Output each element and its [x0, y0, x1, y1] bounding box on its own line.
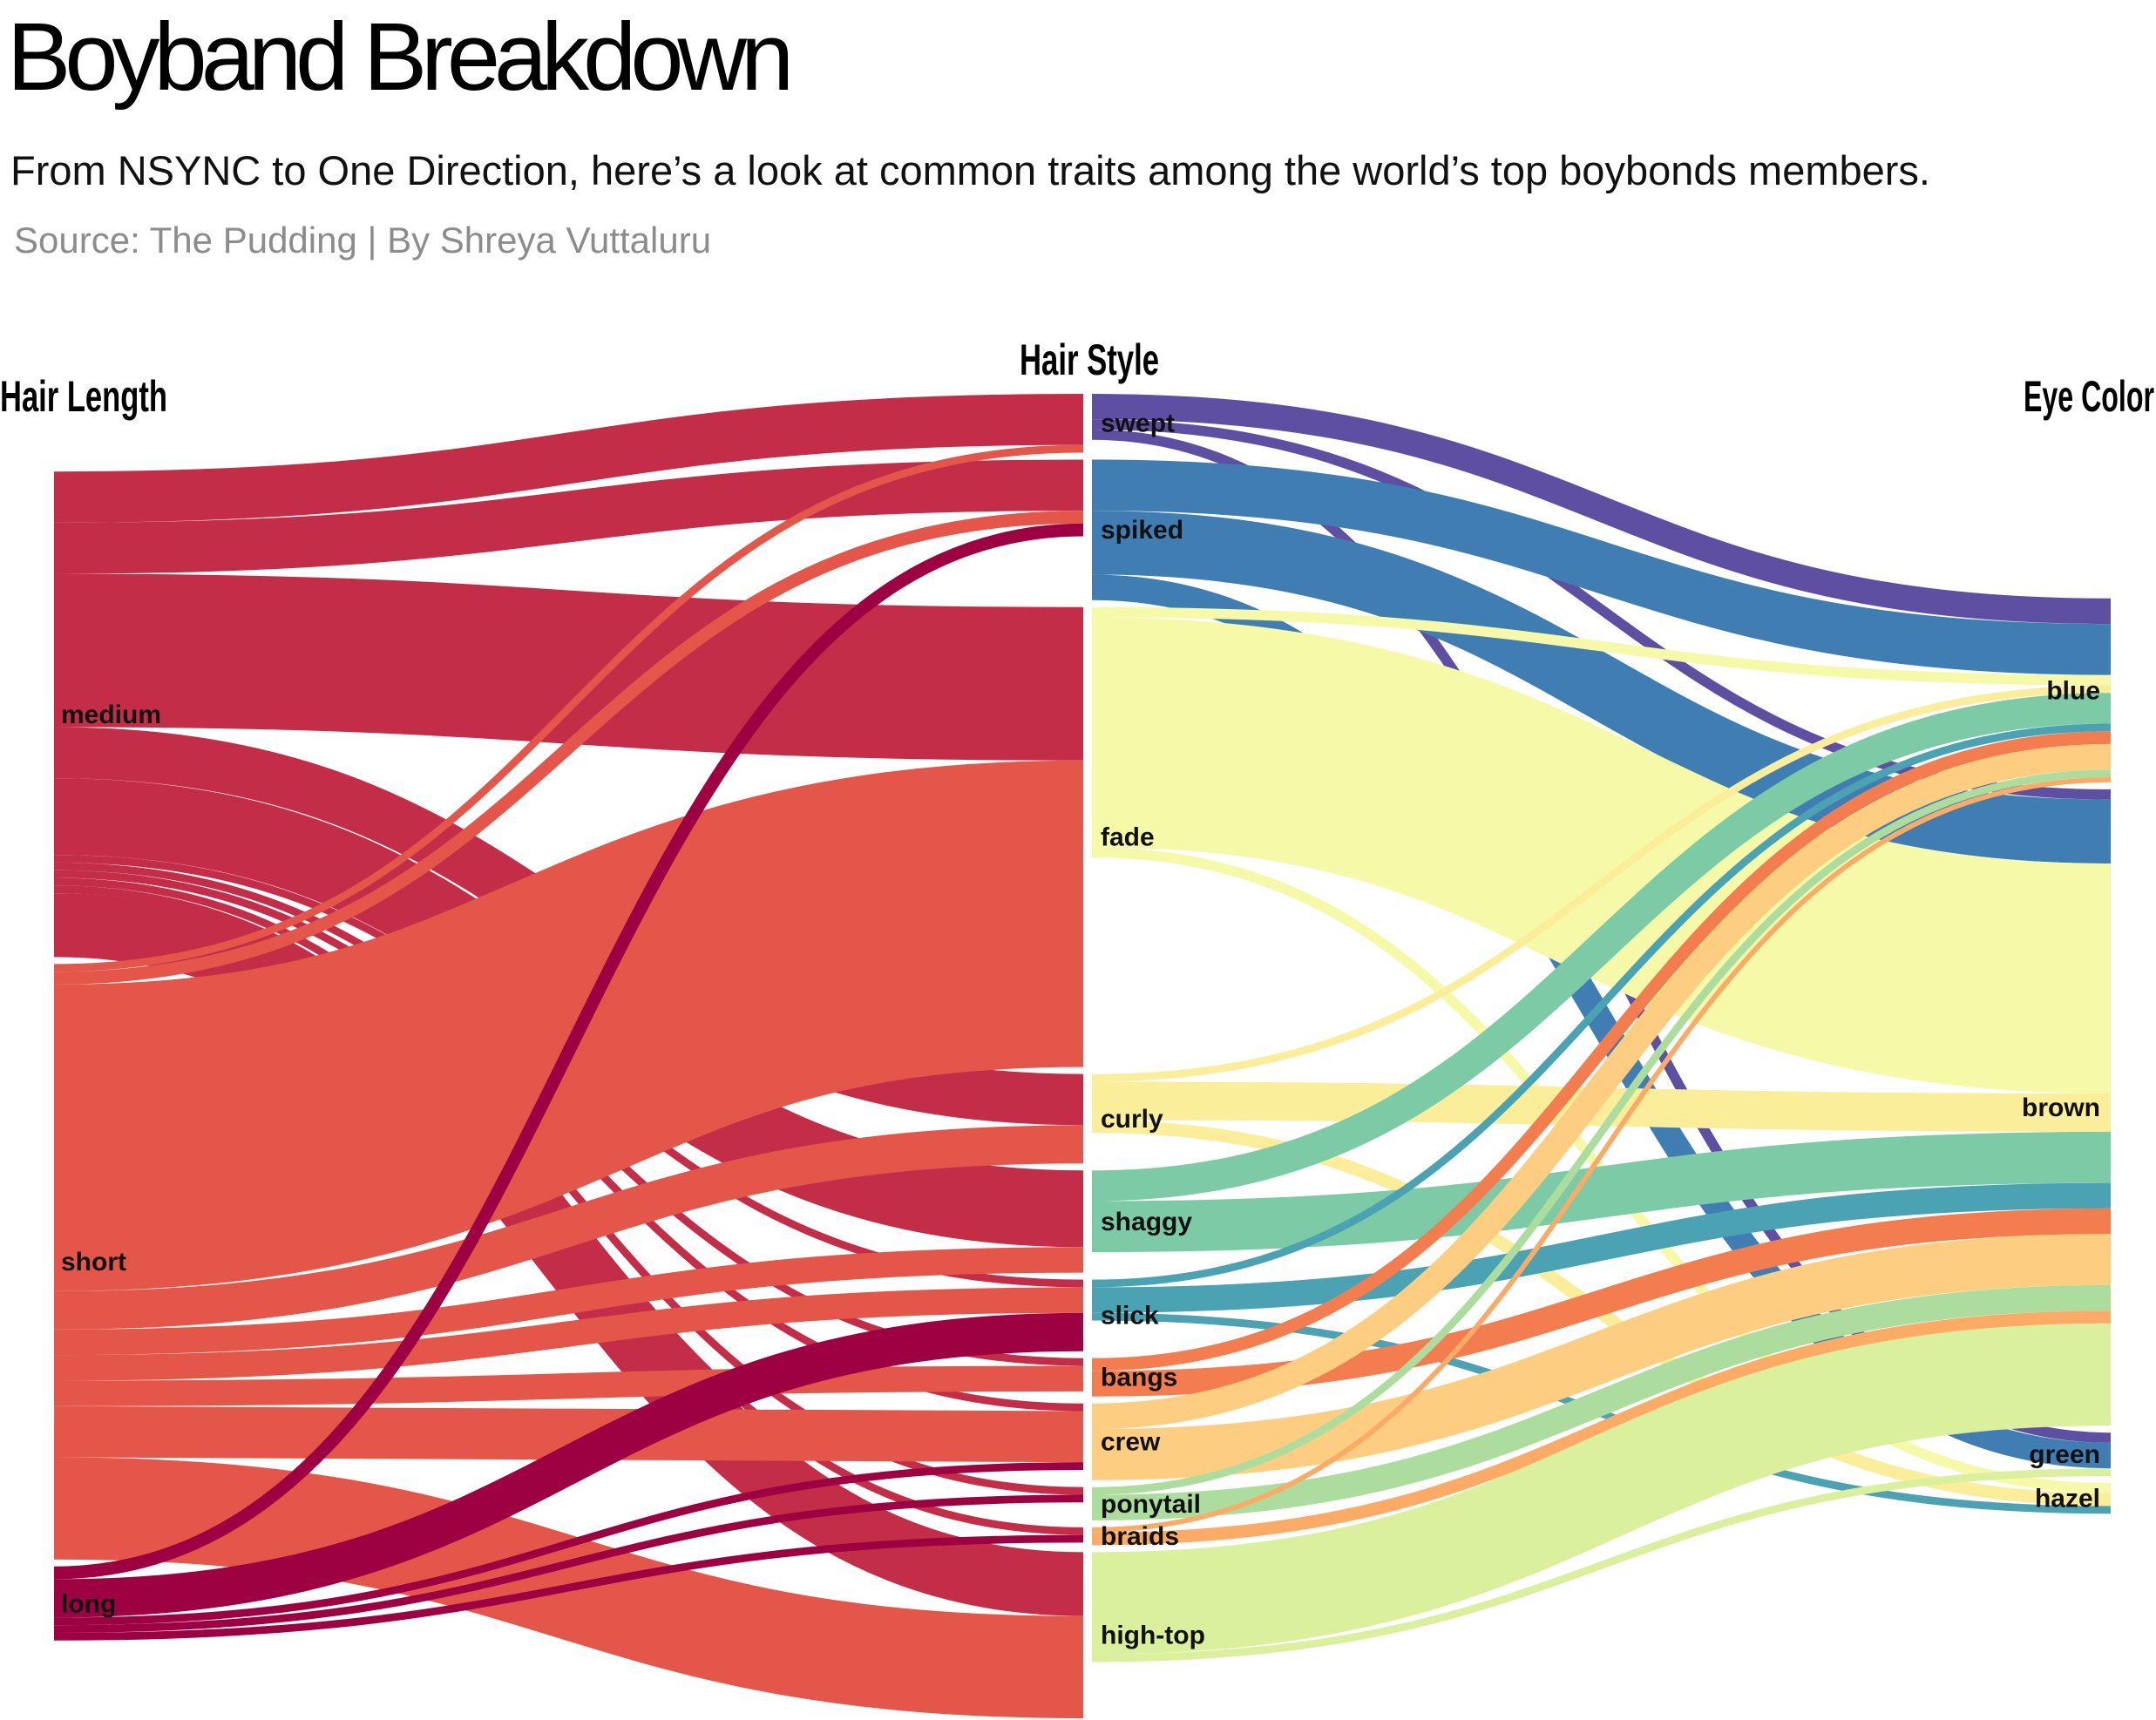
link-short-to-curly: [53, 1125, 1084, 1330]
link-bangs-to-blue: [1091, 731, 2112, 1371]
node-label-high-top: high-top: [1101, 1622, 1205, 1650]
link-braids-to-brown: [1091, 1310, 2112, 1546]
node-label-blue: blue: [2046, 676, 2100, 705]
link-fade-to-brown: [1091, 617, 2112, 1094]
column-title-hair-length: Hair Length: [0, 372, 167, 421]
link-shaggy-to-brown: [1091, 1131, 2112, 1253]
node-crew: [1083, 1403, 1092, 1480]
node-spiked: [1083, 459, 1092, 600]
link-ponytail-to-blue: [1091, 769, 2112, 1495]
link-medium-to-fade: [53, 573, 1084, 761]
link-long-to-ponytail: [53, 1494, 1084, 1634]
node-label-swept: swept: [1101, 410, 1175, 438]
node-label-short: short: [61, 1248, 126, 1276]
node-high-top: [1083, 1552, 1092, 1718]
link-high-top-to-green: [1091, 1468, 2112, 1662]
link-crew-to-blue: [1091, 743, 2112, 1430]
source-credit: Source: The Pudding | By Shreya Vuttalur…: [14, 220, 712, 261]
link-long-to-slick: [53, 1312, 1084, 1618]
link-short-to-bangs: [53, 1365, 1084, 1406]
node-label-crew: crew: [1101, 1428, 1161, 1457]
link-shaggy-to-blue: [1091, 693, 2112, 1202]
link-ponytail-to-brown: [1091, 1284, 2112, 1520]
nodes-layer: [45, 394, 2119, 1718]
node-short: [45, 964, 54, 1560]
link-fade-to-blue: [1091, 606, 2112, 686]
page-title: Boyband Breakdown: [7, 3, 794, 111]
node-medium: [45, 471, 54, 958]
node-hazel: [2111, 1483, 2119, 1514]
link-slick-to-brown: [1091, 1182, 2112, 1313]
node-label-curly: curly: [1101, 1105, 1163, 1134]
node-label-shaggy: shaggy: [1101, 1208, 1192, 1236]
labels-layer: medium short long swept spiked fade curly shagg…: [61, 410, 2100, 1650]
link-short-to-spiked: [53, 511, 1084, 985]
link-swept-to-blue: [1091, 394, 2112, 625]
node-fade: [1083, 606, 1092, 1067]
node-slick: [1083, 1279, 1092, 1351]
link-short-to-shaggy: [53, 1247, 1084, 1356]
link-short-to-slick: [53, 1287, 1084, 1381]
link-crew-to-brown: [1091, 1234, 2112, 1480]
node-green: [2111, 1432, 2119, 1477]
link-slick-to-blue: [1091, 723, 2112, 1288]
link-medium-to-swept: [53, 394, 1084, 523]
node-label-brown: brown: [2022, 1094, 2100, 1122]
node-curly: [1083, 1073, 1092, 1164]
node-label-bangs: bangs: [1101, 1364, 1177, 1392]
node-label-slick: slick: [1101, 1302, 1159, 1331]
page-subtitle: From NSYNC to One Direction, here’s a lo…: [10, 147, 1930, 193]
node-swept: [1083, 394, 1092, 453]
link-curly-to-blue: [1091, 685, 2112, 1082]
link-braids-to-blue: [1091, 777, 2112, 1533]
link-long-to-spiked: [53, 523, 1084, 1580]
node-label-green: green: [2029, 1440, 2100, 1469]
node-long: [45, 1566, 54, 1641]
node-braids: [1083, 1527, 1092, 1546]
node-label-medium: medium: [61, 701, 161, 729]
node-label-long: long: [61, 1589, 116, 1618]
node-label-fade: fade: [1101, 823, 1155, 852]
link-medium-to-spiked: [53, 459, 1084, 574]
link-long-to-braids: [53, 1534, 1084, 1641]
node-bangs: [1083, 1358, 1092, 1397]
link-spiked-to-blue: [1091, 459, 2112, 675]
node-label-spiked: spiked: [1101, 516, 1183, 545]
link-short-to-fade: [53, 760, 1084, 1291]
column-title-hair-style: Hair Style: [1020, 335, 1159, 384]
link-high-top-to-brown: [1091, 1323, 2112, 1655]
node-label-ponytail: ponytail: [1101, 1490, 1201, 1519]
node-ponytail: [1083, 1486, 1092, 1520]
link-long-to-crew: [53, 1462, 1084, 1626]
links-layer: [53, 394, 2112, 1718]
node-label-hazel: hazel: [2035, 1485, 2100, 1513]
node-label-braids: braids: [1101, 1522, 1179, 1551]
link-short-to-swept: [53, 444, 1084, 972]
link-short-to-crew: [53, 1405, 1084, 1463]
node-brown: [2111, 789, 2119, 1426]
node-blue: [2111, 598, 2119, 782]
column-title-eye-color: Eye Color: [2024, 372, 2154, 421]
node-shaggy: [1083, 1170, 1092, 1273]
